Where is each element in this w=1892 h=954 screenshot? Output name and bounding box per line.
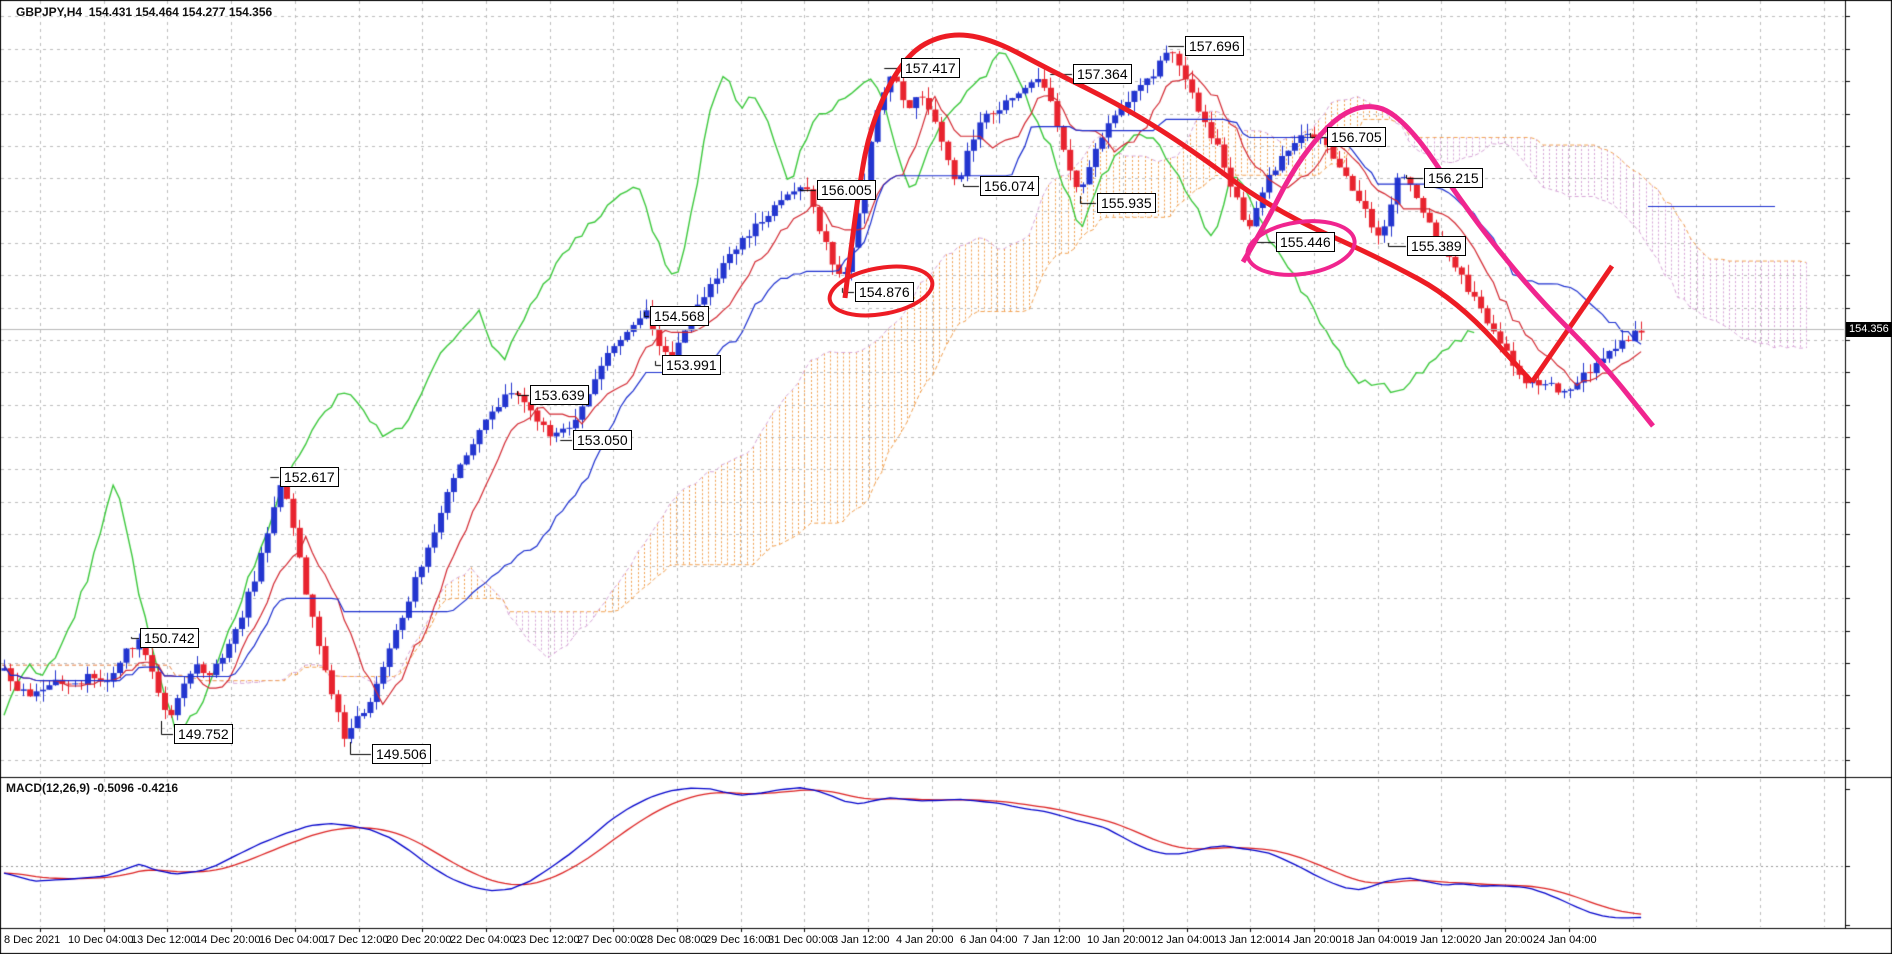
time-axis-label: 12 Jan 04:00 — [1151, 934, 1215, 946]
price-flag-label[interactable]: 149.752 — [174, 724, 233, 744]
time-axis-label: 19 Jan 12:00 — [1405, 934, 1469, 946]
price-flag-label[interactable]: 152.617 — [280, 467, 339, 487]
price-flag-label[interactable]: 154.876 — [855, 282, 914, 302]
time-axis-label: 22 Dec 04:00 — [450, 934, 516, 946]
price-flag-label[interactable]: 157.696 — [1185, 36, 1244, 56]
price-flag-label[interactable]: 155.446 — [1276, 232, 1335, 252]
price-flag-label[interactable]: 157.417 — [901, 58, 960, 78]
time-axis-label: 29 Dec 16:00 — [705, 934, 771, 946]
price-flag-label[interactable]: 153.991 — [662, 355, 721, 375]
price-flag-label[interactable]: 155.389 — [1407, 236, 1466, 256]
time-axis-label: 31 Dec 00:00 — [768, 934, 834, 946]
time-axis-label: 10 Jan 20:00 — [1087, 934, 1151, 946]
price-flag-label[interactable]: 155.935 — [1097, 193, 1156, 213]
time-axis-label: 28 Dec 08:00 — [641, 934, 707, 946]
time-axis-label: 18 Jan 04:00 — [1342, 934, 1406, 946]
time-axis-label: 17 Dec 12:00 — [323, 934, 389, 946]
price-flag-label[interactable]: 150.742 — [140, 628, 199, 648]
time-axis-label: 14 Jan 20:00 — [1278, 934, 1342, 946]
price-flag-label[interactable]: 154.568 — [650, 306, 709, 326]
symbol-ohlc-label: GBPJPY,H4 154.431 154.464 154.277 154.35… — [16, 5, 273, 19]
time-axis-label: 27 Dec 00:00 — [577, 934, 643, 946]
time-axis[interactable]: 8 Dec 2021 10 Dec 04:00 13 Dec 12:00 14 Dec… — [0, 929, 1892, 954]
time-axis-label: 13 Dec 12:00 — [131, 934, 197, 946]
price-flag-label[interactable]: 153.050 — [573, 430, 632, 450]
time-axis-label: 24 Jan 04:00 — [1533, 934, 1597, 946]
time-axis-label: 4 Jan 20:00 — [896, 934, 954, 946]
time-axis-label: 13 Jan 12:00 — [1214, 934, 1278, 946]
price-axis[interactable]: 158.040157.650157.270156.890156.510156.1… — [1845, 0, 1892, 928]
time-axis-label: 16 Dec 04:00 — [259, 934, 325, 946]
time-axis-label: 7 Jan 12:00 — [1023, 934, 1081, 946]
time-axis-label: 6 Jan 04:00 — [960, 934, 1018, 946]
current-price-tag: 154.356 — [1846, 321, 1892, 337]
time-axis-label: 10 Dec 04:00 — [68, 934, 134, 946]
price-flag-label[interactable]: 149.506 — [372, 744, 431, 764]
price-flag-label[interactable]: 156.705 — [1327, 127, 1386, 147]
price-flag-label[interactable]: 157.364 — [1073, 64, 1132, 84]
time-axis-label: 20 Jan 20:00 — [1469, 934, 1533, 946]
price-flag-label[interactable]: 156.074 — [980, 176, 1039, 196]
price-flag-label[interactable]: 153.639 — [530, 385, 589, 405]
macd-indicator-label: MACD(12,26,9) -0.5096 -0.4216 — [6, 781, 179, 795]
time-axis-label: 23 Dec 12:00 — [514, 934, 580, 946]
time-axis-label: 14 Dec 20:00 — [195, 934, 261, 946]
time-axis-label: 8 Dec 2021 — [4, 934, 61, 946]
price-flag-label[interactable]: 156.215 — [1424, 168, 1483, 188]
price-flag-label[interactable]: 156.005 — [817, 180, 876, 200]
time-axis-label: 3 Jan 12:00 — [832, 934, 890, 946]
time-axis-label: 20 Dec 20:00 — [386, 934, 452, 946]
